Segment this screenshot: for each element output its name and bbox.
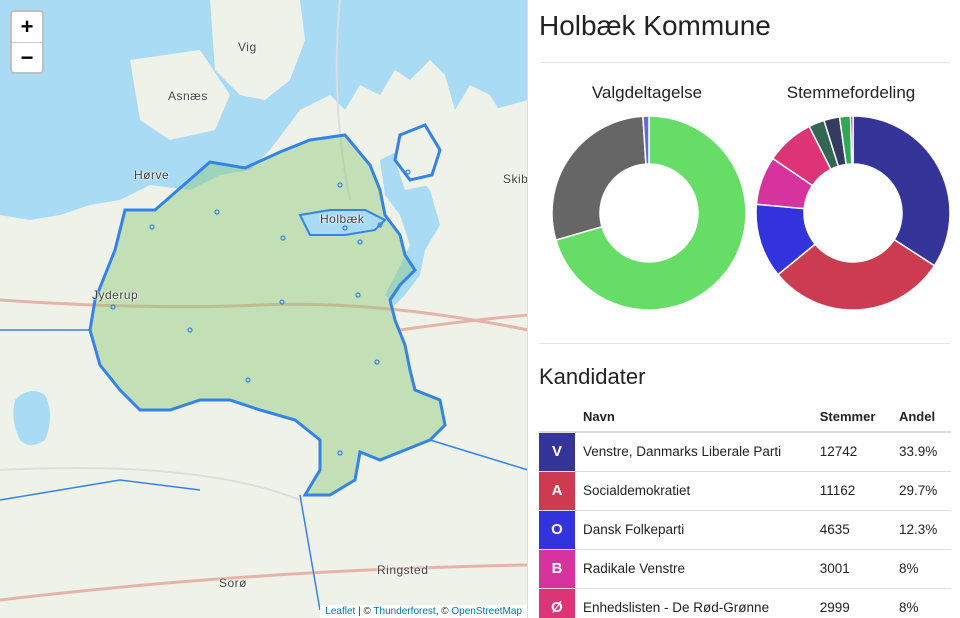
- turnout-chart-title: Valgdeltagelse: [591, 83, 703, 102]
- polling-markers: [110, 169, 411, 456]
- zoom-out-button[interactable]: −: [12, 42, 42, 72]
- party-name: Socialdemokratiet: [575, 470, 812, 510]
- place-label-horve: Hørve: [134, 168, 170, 182]
- party-name: Enhedslisten - De Rød-Grønne: [575, 587, 812, 618]
- table-row[interactable]: O Dansk Folkeparti 4635 12.3%: [539, 509, 951, 549]
- polling-marker: [110, 304, 116, 310]
- candidates-heading: Kandidater: [539, 364, 646, 389]
- vote-distribution-chart-title: Stemmefordeling: [786, 83, 916, 102]
- party-name: Radikale Venstre: [575, 548, 812, 588]
- polling-marker: [149, 224, 155, 230]
- party-letter-badge: B: [539, 548, 575, 588]
- land-vig: [210, 0, 305, 100]
- zoom-control: + −: [10, 10, 44, 74]
- info-panel: Holbæk Kommune Valgdeltagelse Stemmeford…: [529, 0, 960, 618]
- lake: [13, 391, 51, 445]
- polling-marker: [405, 169, 411, 175]
- party-letter-badge: A: [539, 470, 575, 510]
- party-share: 8%: [890, 548, 951, 588]
- party-letter-badge: Ø: [539, 587, 575, 618]
- fjord-water: [380, 150, 440, 305]
- openstreetmap-link[interactable]: OpenStreetMap: [451, 606, 522, 617]
- table-row[interactable]: B Radikale Venstre 3001 8%: [539, 548, 951, 588]
- map-attribution: Leaflet | © Thunderforest, © OpenStreetM…: [320, 605, 527, 618]
- polling-marker: [337, 182, 343, 188]
- polling-marker: [187, 327, 193, 333]
- party-votes: 3001: [811, 548, 891, 588]
- column-header-votes: Stemmer: [811, 402, 891, 433]
- map[interactable]: Vig Asnæs Hørve Holbæk Skib Jyderup Sorø…: [0, 0, 528, 618]
- place-label-ringsted: Ringsted: [377, 563, 429, 577]
- table-row[interactable]: A Socialdemokratiet 11162 29.7%: [539, 470, 951, 510]
- column-header-letter: [539, 402, 575, 433]
- neighbour-border: [0, 329, 527, 611]
- divider: [539, 343, 950, 344]
- charts-area: Valgdeltagelse Stemmefordeling: [539, 63, 953, 331]
- party-votes: 2999: [811, 587, 891, 618]
- place-label-soro: Sorø: [219, 576, 248, 590]
- party-share: 33.9%: [890, 431, 951, 471]
- polling-marker: [214, 209, 220, 215]
- polling-marker: [245, 377, 251, 383]
- table-row[interactable]: Ø Enhedslisten - De Rød-Grønne 2999 8%: [539, 587, 951, 618]
- zoom-in-button[interactable]: +: [20, 14, 34, 39]
- attribution-separator: , ©: [435, 606, 452, 617]
- sea-water: [0, 0, 527, 220]
- table-header-row: Navn Stemmer Andel: [539, 402, 951, 433]
- page-title: Holbæk Kommune: [539, 10, 771, 41]
- place-label-skib: Skib: [503, 172, 528, 186]
- attribution-separator: | ©: [355, 606, 374, 617]
- party-votes: 4635: [811, 509, 891, 549]
- road: [335, 0, 351, 201]
- vote-distribution-donut-chart[interactable]: [753, 113, 953, 313]
- turnout-slice[interactable]: [551, 115, 647, 241]
- party-share: 29.7%: [890, 470, 951, 510]
- vote-distribution-slice[interactable]: [849, 115, 854, 165]
- candidates-table: Navn Stemmer Andel V Venstre, Danmarks L…: [539, 402, 951, 618]
- road: [0, 563, 527, 602]
- polling-marker: [357, 239, 363, 245]
- party-share: 12.3%: [890, 509, 951, 549]
- divider: [539, 62, 950, 63]
- polling-marker: [374, 359, 380, 365]
- polling-marker: [279, 299, 285, 305]
- road: [399, 313, 527, 332]
- party-votes: 12742: [811, 431, 891, 471]
- party-letter-badge: O: [539, 509, 575, 549]
- leaflet-link[interactable]: Leaflet: [325, 606, 356, 617]
- place-label-holbaek: Holbæk: [320, 212, 365, 226]
- map-tiles[interactable]: [0, 0, 528, 618]
- party-share: 8%: [890, 587, 951, 618]
- column-header-share: Andel: [890, 402, 951, 433]
- polling-marker: [337, 450, 343, 456]
- polling-marker: [280, 235, 286, 241]
- vote-distribution-slice[interactable]: [777, 238, 936, 311]
- holbaek-fjord-inlet: [298, 209, 387, 236]
- column-header-name: Navn: [575, 402, 812, 433]
- place-label-jyderup: Jyderup: [92, 288, 139, 302]
- turnout-slice[interactable]: [642, 115, 650, 165]
- land-asnaes: [130, 50, 230, 140]
- party-letter-badge: V: [539, 431, 575, 471]
- vote-distribution-slice[interactable]: [852, 115, 951, 267]
- land-east: [450, 100, 527, 300]
- thunderforest-link[interactable]: Thunderforest: [373, 606, 436, 617]
- polling-marker: [342, 225, 348, 231]
- party-votes: 11162: [811, 470, 891, 510]
- polling-marker: [355, 292, 361, 298]
- island-boundary: [393, 123, 442, 182]
- turnout-donut-chart[interactable]: [549, 113, 749, 313]
- turnout-slice[interactable]: [554, 115, 747, 311]
- place-label-vig: Vig: [238, 40, 257, 54]
- polling-marker: [377, 222, 383, 228]
- road: [0, 298, 527, 332]
- party-name: Dansk Folkeparti: [575, 509, 812, 549]
- place-label-asnaes: Asnæs: [168, 89, 208, 103]
- party-name: Venstre, Danmarks Liberale Parti: [575, 431, 812, 471]
- road: [0, 467, 301, 501]
- table-row[interactable]: V Venstre, Danmarks Liberale Parti 12742…: [539, 431, 951, 471]
